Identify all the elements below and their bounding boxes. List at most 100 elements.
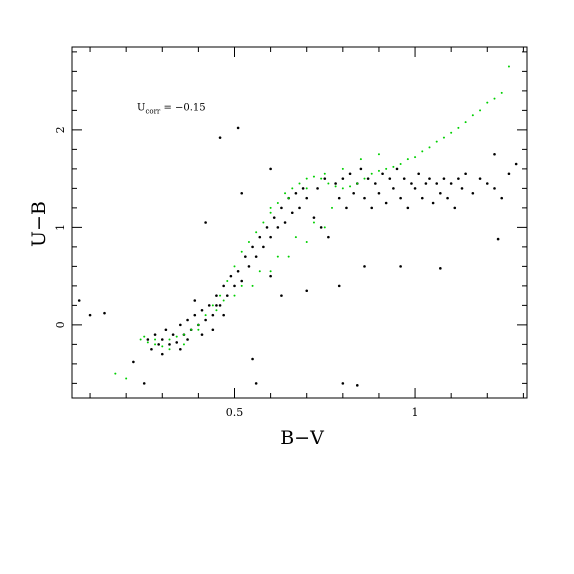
data-point bbox=[464, 172, 467, 176]
data-point bbox=[142, 382, 146, 385]
data-point bbox=[316, 187, 319, 190]
y-axis-label: U−B bbox=[28, 201, 50, 247]
data-point bbox=[341, 382, 345, 385]
data-point bbox=[356, 182, 359, 185]
data-point bbox=[359, 167, 363, 171]
data-point bbox=[305, 196, 309, 200]
data-point bbox=[471, 191, 475, 195]
data-point bbox=[435, 140, 438, 143]
data-point bbox=[240, 191, 244, 195]
y-tick-label: 2 bbox=[54, 126, 67, 133]
data-point bbox=[464, 121, 467, 124]
y-tick-label: 1 bbox=[54, 224, 67, 231]
data-point bbox=[254, 255, 258, 258]
data-point bbox=[291, 187, 294, 190]
data-point bbox=[179, 323, 182, 327]
data-point bbox=[424, 182, 428, 185]
data-point bbox=[211, 313, 215, 317]
data-point bbox=[182, 343, 185, 346]
data-point bbox=[244, 255, 247, 258]
data-point bbox=[225, 294, 229, 297]
data-point bbox=[280, 294, 283, 297]
data-point bbox=[200, 333, 204, 336]
data-point bbox=[247, 265, 251, 268]
data-point bbox=[276, 202, 279, 204]
data-point bbox=[215, 309, 218, 312]
data-point bbox=[305, 241, 308, 243]
data-point bbox=[218, 304, 222, 307]
data-point bbox=[370, 172, 373, 175]
data-point bbox=[341, 177, 345, 180]
data-point bbox=[439, 267, 442, 270]
data-point bbox=[132, 360, 135, 364]
data-point bbox=[157, 343, 160, 346]
data-point bbox=[399, 196, 402, 200]
data-point bbox=[486, 101, 489, 104]
data-point bbox=[218, 136, 222, 139]
x-axis-label: B−V bbox=[280, 427, 324, 449]
data-point bbox=[146, 338, 150, 341]
data-point bbox=[377, 169, 380, 172]
data-point bbox=[179, 347, 182, 351]
data-point bbox=[204, 314, 207, 317]
data-point bbox=[341, 187, 344, 190]
data-point bbox=[269, 274, 272, 278]
data-point bbox=[417, 172, 420, 176]
data-point bbox=[171, 333, 175, 336]
data-point bbox=[168, 343, 171, 346]
data-point bbox=[247, 241, 250, 243]
data-point bbox=[150, 347, 153, 351]
data-point bbox=[125, 377, 128, 380]
data-point bbox=[363, 196, 366, 200]
data-point bbox=[236, 126, 240, 130]
annotation-subscript: corr bbox=[145, 107, 160, 115]
data-point bbox=[154, 338, 157, 341]
data-point bbox=[255, 231, 258, 234]
data-point bbox=[153, 333, 157, 336]
plot-frame bbox=[71, 46, 528, 399]
data-point bbox=[207, 304, 211, 307]
data-point bbox=[323, 226, 326, 229]
data-point bbox=[154, 343, 157, 346]
data-point bbox=[388, 177, 392, 180]
data-point bbox=[211, 304, 214, 307]
data-point bbox=[363, 265, 366, 268]
data-point bbox=[312, 216, 316, 219]
data-point bbox=[222, 284, 225, 288]
data-point bbox=[251, 357, 254, 361]
data-point bbox=[431, 201, 435, 205]
data-point bbox=[327, 235, 330, 239]
data-point bbox=[406, 158, 409, 161]
data-point bbox=[272, 216, 276, 219]
data-point bbox=[200, 308, 204, 312]
data-point bbox=[453, 206, 457, 210]
data-point bbox=[160, 352, 164, 356]
data-point bbox=[348, 172, 352, 176]
data-point bbox=[204, 221, 207, 224]
data-point bbox=[442, 136, 445, 139]
annotation-main: U bbox=[137, 102, 145, 113]
data-point bbox=[143, 335, 146, 338]
data-point bbox=[284, 192, 287, 195]
data-point bbox=[305, 177, 308, 180]
data-point bbox=[478, 177, 482, 180]
x-tick-label: 0.5 bbox=[226, 406, 244, 419]
data-point bbox=[420, 196, 424, 200]
data-point bbox=[449, 182, 453, 185]
data-point bbox=[269, 270, 272, 273]
series-group-0 bbox=[77, 126, 518, 387]
data-point bbox=[168, 338, 171, 341]
series-group-1 bbox=[114, 65, 510, 380]
data-point bbox=[269, 206, 272, 209]
data-point bbox=[392, 187, 395, 190]
data-point bbox=[287, 197, 290, 200]
data-point bbox=[341, 167, 344, 170]
data-point bbox=[345, 206, 348, 210]
data-point bbox=[298, 206, 301, 210]
data-point bbox=[175, 335, 178, 338]
data-point bbox=[435, 182, 439, 185]
data-point bbox=[370, 206, 374, 210]
data-point bbox=[493, 187, 496, 190]
data-point bbox=[334, 185, 337, 188]
